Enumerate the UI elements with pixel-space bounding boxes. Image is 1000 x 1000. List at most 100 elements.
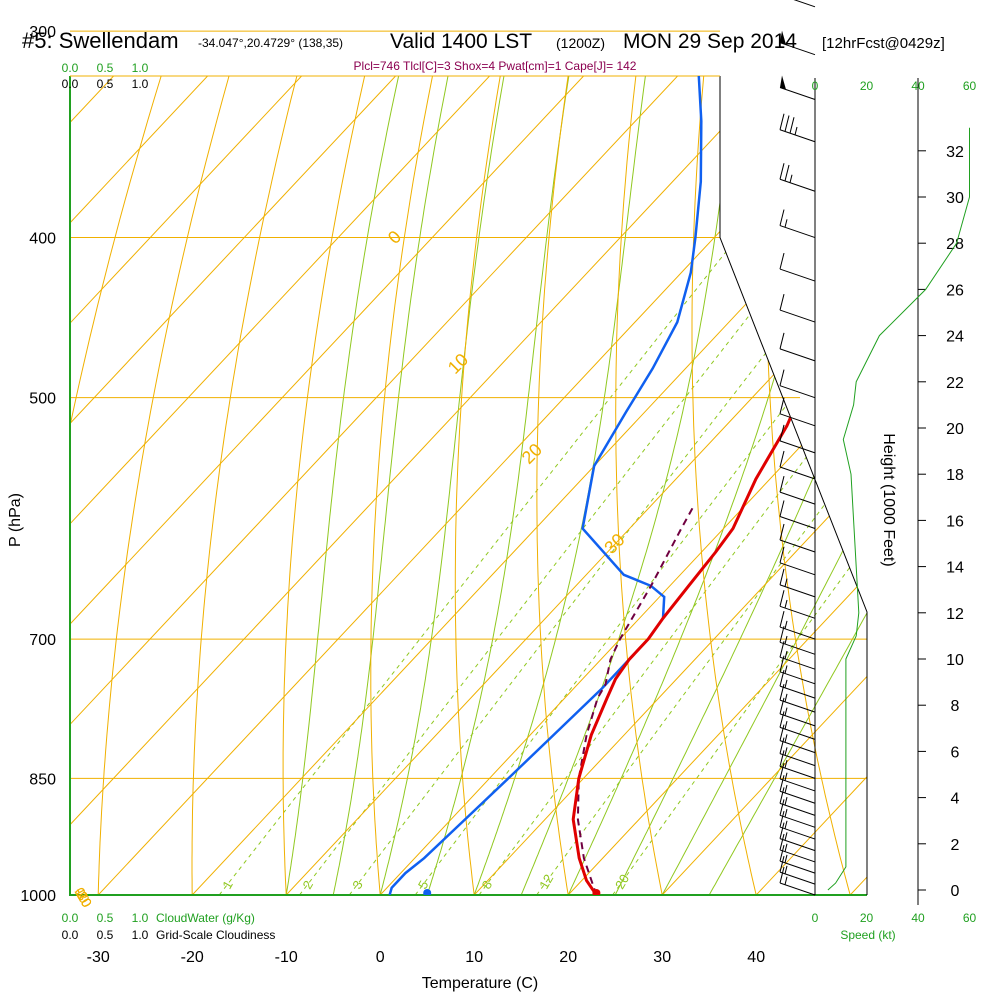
wind-barb-feather [779, 546, 785, 563]
left-axis [69, 76, 867, 896]
wind-barb-feather [779, 750, 785, 767]
x-tick-20: 20 [559, 949, 577, 966]
mixing-ratio-label-12: 12 [536, 872, 556, 892]
dewpoint-line [388, 76, 812, 895]
wind-barb-shaft [779, 871, 816, 885]
wind-barb [779, 30, 816, 56]
wind-barb [793, 0, 816, 8]
isotherm--80 [70, 76, 617, 895]
wind-barb-half-feather [784, 784, 788, 794]
dry-adiabat-40 [691, 76, 766, 895]
top-cloudiness-tick: 0.5 [97, 77, 114, 91]
wind-barb-half-feather [784, 843, 788, 852]
wind-barb-shaft [779, 178, 816, 192]
wind-barb-shaft [779, 778, 816, 792]
wind-barb-shaft [779, 584, 816, 598]
wind-barb-feather [779, 332, 785, 349]
wind-barb-half-feather [784, 808, 788, 818]
wind-barb [779, 450, 816, 480]
wind-barb-feather [779, 476, 785, 493]
mixing-ratio-label-8: 8 [479, 878, 496, 892]
speed-tick-bottom-60: 60 [963, 911, 977, 925]
speed-tick-top-0: 0 [812, 79, 819, 93]
wind-barb-shaft [779, 516, 816, 529]
pressure-label-300: 300 [29, 24, 56, 41]
wind-barb [779, 737, 816, 767]
dry-adiabat-0 [370, 76, 488, 895]
wind-barb [779, 750, 816, 779]
wind-barb [779, 293, 816, 323]
right-boundary [719, 76, 868, 895]
wind-barb-shaft [779, 699, 816, 713]
pressure-label-400: 400 [29, 231, 56, 248]
wind-barb-shaft [779, 826, 816, 840]
dry-adiabat--10 [282, 76, 426, 895]
wind-barb-shaft [779, 491, 816, 505]
wind-barb-shaft [779, 348, 816, 362]
wind-barb-feather [779, 799, 785, 816]
wind-barb-shaft [779, 849, 816, 863]
top-cloudiness-tick: 1.0 [132, 77, 149, 91]
y-axis-title: P (hPa) [7, 493, 24, 547]
wind-barb [779, 799, 816, 828]
wind-barb-feather [779, 787, 785, 804]
height-label-26: 26 [946, 282, 964, 299]
dry-adiabat-20 [536, 76, 612, 895]
height-axis-title: Height (1000 Feet) [880, 433, 897, 566]
wind-barb-feather [779, 724, 785, 741]
moist-adiabat-25 [614, 76, 867, 895]
wind-barb [779, 845, 816, 874]
moist-adiabat--10 [285, 76, 458, 895]
wind-barb-shaft [793, 0, 816, 8]
wind-barb [779, 856, 816, 885]
speed-tick-bottom-0: 0 [812, 911, 819, 925]
title-date: MON 29 Sep 2014 [623, 30, 797, 53]
wind-barb-feather [779, 568, 785, 585]
surface-dewpoint-dot [423, 889, 432, 895]
x-tick-30: 30 [653, 949, 671, 966]
wind-barb-shaft [779, 309, 816, 323]
sounding-profiles [388, 76, 867, 895]
wind-barb-shaft [779, 440, 816, 454]
isotherm-label-10: 10 [71, 885, 93, 907]
temperature-line [571, 76, 867, 895]
wind-barb-feather [779, 775, 785, 792]
wind-barb [779, 424, 816, 454]
wind-barb-half-feather [784, 219, 788, 228]
dry-adiabat--20 [191, 76, 365, 895]
wind-barb-shaft [779, 860, 816, 874]
wind-barb-half-feather [784, 832, 788, 841]
moist-adiabat-30 [661, 76, 867, 895]
cloudwater-label: CloudWater (g/Kg) [156, 911, 255, 925]
wind-barb [779, 775, 816, 804]
wind-barb [779, 209, 816, 239]
isotherm--70 [70, 76, 711, 895]
moist-adiabat-10 [473, 76, 685, 895]
top-cloudwater-tick: 1.0 [132, 61, 149, 75]
surface-temperature-dot [592, 889, 601, 895]
wind-barb-half-feather [784, 734, 788, 743]
speed-tick-bottom-20: 20 [860, 911, 874, 925]
wind-barb-shaft [779, 671, 816, 685]
wind-barb-feather [779, 697, 785, 714]
wind-barb-half-feather [784, 679, 788, 688]
height-label-32: 32 [946, 144, 964, 161]
wind-barb-half-feather [784, 747, 788, 756]
wind-barb-shaft [779, 726, 816, 740]
wind-barb [779, 697, 816, 727]
wind-barb-shaft [779, 87, 816, 101]
wind-barb-half-feather [794, 126, 798, 136]
wind-barb-feather [779, 397, 785, 414]
wind-barb-half-feather [784, 707, 788, 716]
wind-barb [779, 546, 816, 576]
moist-adiabat-15 [520, 76, 771, 895]
wind-barb-half-feather [784, 620, 788, 629]
wind-barb-feather [779, 610, 785, 628]
wind-barb-feather [779, 450, 785, 468]
speed-tick-top-20: 20 [860, 79, 874, 93]
speed-axis-label: Speed (kt) [840, 928, 895, 942]
wind-barb-shaft [779, 790, 816, 804]
wind-barb-feather [779, 822, 785, 839]
wind-barb-feather [779, 737, 785, 754]
pressure-label-700: 700 [29, 632, 56, 649]
